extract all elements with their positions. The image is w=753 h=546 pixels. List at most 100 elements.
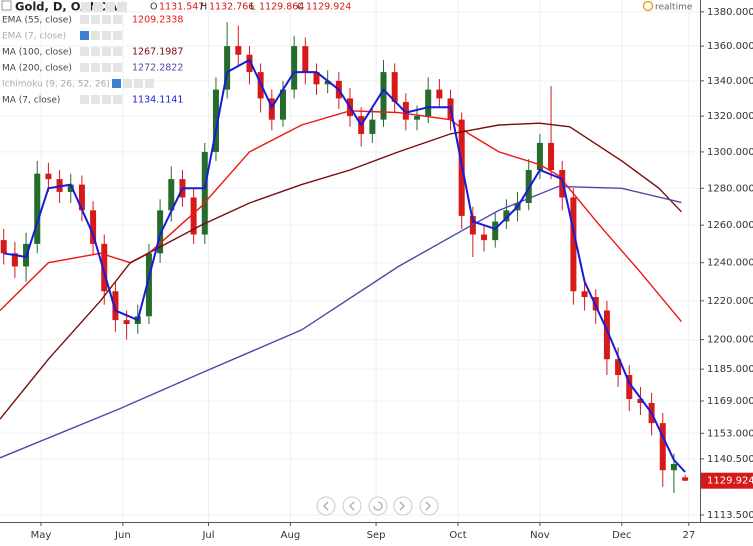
x-tick-label: Aug bbox=[281, 530, 301, 541]
legend-button[interactable] bbox=[80, 63, 89, 72]
x-tick-label: 27 bbox=[682, 530, 695, 541]
legend-button[interactable] bbox=[91, 95, 100, 104]
legend-button[interactable] bbox=[91, 47, 100, 56]
y-tick-label: 1320.000 bbox=[707, 111, 753, 122]
legend-button[interactable] bbox=[102, 95, 111, 104]
legend-button[interactable] bbox=[105, 2, 115, 12]
candle-body bbox=[670, 464, 677, 471]
candle-body bbox=[481, 234, 488, 241]
legend-button[interactable] bbox=[91, 15, 100, 24]
legend-button[interactable] bbox=[91, 31, 100, 40]
realtime-icon bbox=[642, 0, 654, 12]
y-tick-label: 1360.000 bbox=[707, 41, 753, 52]
y-tick-label: 1300.000 bbox=[707, 147, 753, 158]
legend-button[interactable] bbox=[80, 95, 89, 104]
ohlc-key: L bbox=[250, 2, 256, 13]
legend-button[interactable] bbox=[113, 15, 122, 24]
legend-button[interactable] bbox=[113, 31, 122, 40]
candle-body bbox=[201, 151, 208, 235]
last-price-label: 1129.924 bbox=[707, 476, 753, 487]
candle-body bbox=[492, 221, 499, 241]
ohlc-value: 1129.924 bbox=[306, 2, 351, 13]
legend-button[interactable] bbox=[113, 63, 122, 72]
x-tick-label: Sep bbox=[367, 530, 386, 541]
y-tick-label: 1240.000 bbox=[707, 258, 753, 269]
candle-body bbox=[0, 240, 7, 254]
candle-body bbox=[145, 253, 152, 317]
candle-body bbox=[246, 54, 253, 73]
legend-name: EMA (55, close) bbox=[2, 16, 72, 26]
candle-body bbox=[313, 72, 320, 85]
candle-body bbox=[101, 243, 108, 292]
indicator-line bbox=[0, 185, 682, 459]
ohlc-key: O bbox=[150, 2, 157, 13]
nav-button[interactable] bbox=[316, 496, 336, 516]
nav-button[interactable] bbox=[368, 496, 388, 516]
indicator-line bbox=[0, 110, 682, 323]
y-tick-label: 1153.000 bbox=[707, 428, 753, 439]
symbol-icon bbox=[1, 0, 12, 11]
y-tick-label: 1260.000 bbox=[707, 220, 753, 231]
candle-body bbox=[659, 423, 666, 471]
candle-body bbox=[414, 116, 421, 120]
legend-button[interactable] bbox=[102, 47, 111, 56]
legend-button[interactable] bbox=[145, 79, 154, 88]
realtime-status: realtime bbox=[655, 3, 693, 13]
candle-body bbox=[78, 184, 85, 211]
candle-body bbox=[436, 89, 443, 99]
y-tick-label: 1200.000 bbox=[707, 335, 753, 346]
legend-button[interactable] bbox=[102, 63, 111, 72]
candle-body bbox=[626, 375, 633, 399]
legend-name: Ichimoku (9, 26, 52, 26) bbox=[2, 80, 110, 90]
candle-body bbox=[212, 89, 219, 152]
legend-button[interactable] bbox=[80, 31, 89, 40]
candle-body bbox=[235, 46, 242, 55]
x-tick-label: May bbox=[31, 530, 52, 541]
candle-body bbox=[279, 89, 286, 120]
nav-button[interactable] bbox=[393, 496, 413, 516]
legend-button[interactable] bbox=[102, 15, 111, 24]
x-tick-label: Oct bbox=[449, 530, 466, 541]
y-tick-label: 1113.500 bbox=[707, 510, 753, 521]
legend-button[interactable] bbox=[93, 2, 103, 12]
candle-body bbox=[302, 46, 309, 73]
legend-button[interactable] bbox=[113, 47, 122, 56]
candle-body bbox=[682, 477, 689, 481]
y-tick-label: 1140.500 bbox=[707, 454, 753, 465]
legend-value: 1267.1987 bbox=[132, 47, 183, 58]
nav-button[interactable] bbox=[342, 496, 362, 516]
legend-button[interactable] bbox=[80, 15, 89, 24]
legend-button[interactable] bbox=[117, 2, 127, 12]
legend-button[interactable] bbox=[81, 2, 91, 12]
legend-button[interactable] bbox=[134, 79, 143, 88]
y-tick-label: 1280.000 bbox=[707, 183, 753, 194]
legend-button[interactable] bbox=[102, 31, 111, 40]
legend-button[interactable] bbox=[91, 63, 100, 72]
legend-button[interactable] bbox=[112, 79, 121, 88]
candle-body bbox=[402, 101, 409, 120]
indicator-line bbox=[3, 58, 686, 473]
candle-body bbox=[123, 320, 130, 325]
legend-button[interactable] bbox=[80, 47, 89, 56]
candle-body bbox=[168, 179, 175, 211]
candle-body bbox=[67, 184, 74, 192]
candle-body bbox=[615, 359, 622, 376]
last-price-box bbox=[701, 472, 753, 489]
candle-body bbox=[581, 291, 588, 298]
candle-body bbox=[190, 197, 197, 235]
candle-body bbox=[425, 89, 432, 117]
candle-body bbox=[548, 142, 555, 171]
legend-button[interactable] bbox=[123, 79, 132, 88]
candle-body bbox=[90, 210, 97, 244]
candle-body bbox=[324, 80, 331, 85]
legend-name: MA (100, close) bbox=[2, 48, 72, 58]
nav-button[interactable] bbox=[419, 496, 439, 516]
candle-body bbox=[45, 173, 52, 180]
indicator-line bbox=[0, 122, 682, 420]
candle-body bbox=[637, 398, 644, 403]
y-tick-label: 1340.000 bbox=[707, 76, 753, 87]
legend-button[interactable] bbox=[113, 95, 122, 104]
candle-body bbox=[112, 291, 119, 321]
y-tick-label: 1185.000 bbox=[707, 364, 753, 375]
